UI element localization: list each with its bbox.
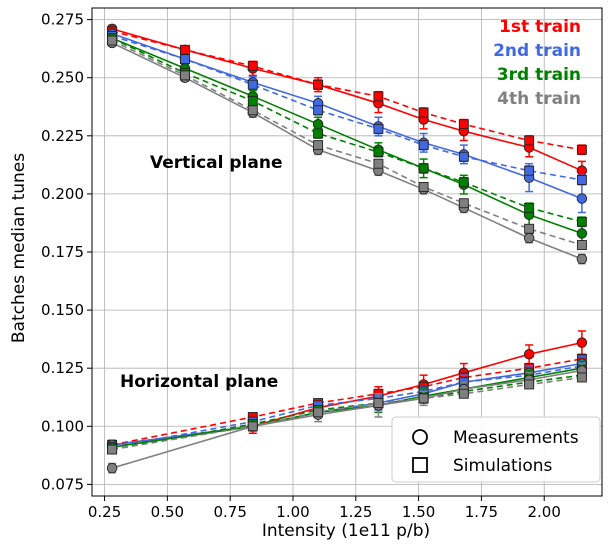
measurement-point	[576, 337, 588, 348]
ticks: 0.25 0.50 0.75 1.00 1.25 1.50 1.75 2.00 0.075 0.1…	[41, 11, 561, 521]
legend-circle-marker	[412, 429, 428, 445]
x-tick-label: 1.50	[402, 503, 435, 521]
simulation-point	[458, 151, 469, 162]
simulation-point	[313, 79, 324, 90]
legend-square-marker	[412, 457, 428, 473]
x-tick-label: 1.25	[339, 503, 372, 521]
train-label-1: 1st train	[499, 17, 581, 37]
y-tick-label: 0.200	[41, 185, 84, 203]
simulation-point	[458, 177, 469, 188]
measurement-point	[523, 232, 535, 244]
x-tick-label: 1.75	[465, 503, 498, 521]
simulation-point	[180, 54, 190, 65]
simulation-point	[418, 181, 429, 192]
simulation-point	[576, 175, 587, 185]
simulation-point	[458, 119, 469, 130]
x-tick-label: 1.00	[276, 503, 309, 521]
series-line	[111, 358, 583, 446]
measurement-point	[312, 118, 324, 130]
y-tick-label: 0.125	[41, 359, 84, 377]
x-tick-label: 2.00	[528, 503, 561, 521]
y-tick-label: 0.075	[41, 475, 84, 493]
simulation-point	[458, 198, 469, 209]
simulation-point	[524, 135, 535, 146]
x-tick-label: 0.50	[151, 503, 184, 521]
y-tick-label: 0.150	[41, 301, 84, 319]
simulation-point	[576, 240, 587, 250]
measurement-point	[576, 165, 588, 176]
simulation-point	[418, 140, 429, 151]
simulation-point	[373, 91, 384, 102]
simulation-point	[373, 158, 384, 169]
legend-box	[391, 416, 601, 483]
simulation-point	[313, 128, 324, 139]
simulation-point	[107, 444, 118, 455]
series-t4-horizontal-simulation	[107, 372, 587, 455]
simulation-point	[247, 79, 258, 90]
y-tick-label: 0.225	[41, 127, 84, 145]
measurement-point	[576, 253, 588, 265]
simulation-point	[180, 70, 190, 81]
series-t3-vertical-simulation	[107, 33, 587, 228]
simulation-point	[313, 105, 324, 116]
x-tick-label: 0.25	[88, 503, 121, 521]
x-axis-label: Intensity (1e11 p/b)	[262, 521, 430, 541]
simulation-point	[576, 216, 587, 227]
simulation-point	[576, 372, 587, 383]
legend: Measurements Simulations	[391, 416, 601, 483]
simulation-point	[373, 147, 384, 158]
simulation-point	[313, 140, 324, 151]
measurement-point	[106, 462, 118, 474]
y-axis-label: Batches median tunes	[9, 153, 29, 343]
simulation-point	[373, 398, 384, 408]
simulation-point	[524, 202, 535, 213]
series-line	[111, 376, 583, 451]
simulation-point	[107, 35, 118, 46]
x-tick-label: 0.75	[213, 503, 246, 521]
y-tick-label: 0.250	[41, 69, 84, 87]
simulation-point	[247, 96, 258, 106]
legend-simulations-label: Simulations	[453, 456, 553, 476]
grid	[92, 8, 602, 496]
measurement-point	[576, 228, 588, 239]
simulation-point	[373, 123, 384, 134]
simulation-point	[247, 105, 258, 116]
simulation-point	[247, 61, 258, 72]
horizontal-plane-label: Horizontal plane	[120, 372, 278, 392]
series-layer	[106, 23, 588, 474]
series-line	[111, 365, 583, 448]
y-tick-label: 0.275	[41, 11, 84, 29]
simulation-point	[418, 393, 429, 404]
simulation-point	[313, 407, 324, 418]
train-label-2: 2nd train	[493, 41, 581, 61]
simulation-point	[418, 107, 429, 118]
simulation-point	[524, 165, 535, 176]
simulation-point	[247, 421, 258, 432]
train-label-3: 3rd train	[497, 65, 581, 85]
y-tick-label: 0.100	[41, 417, 84, 435]
measurement-point	[576, 193, 588, 204]
simulation-point	[576, 144, 587, 155]
simulation-point	[180, 44, 190, 55]
y-tick-label: 0.175	[41, 243, 84, 261]
simulation-point	[458, 388, 469, 399]
legend-measurements-label: Measurements	[453, 428, 579, 448]
vertical-plane-label: Vertical plane	[150, 153, 283, 173]
simulation-point	[524, 379, 535, 390]
train-label-4: 4th train	[497, 89, 581, 109]
measurement-point	[523, 348, 535, 360]
series-t4-vertical-simulation	[107, 35, 587, 250]
simulation-point	[418, 163, 429, 174]
simulation-point	[524, 223, 535, 234]
